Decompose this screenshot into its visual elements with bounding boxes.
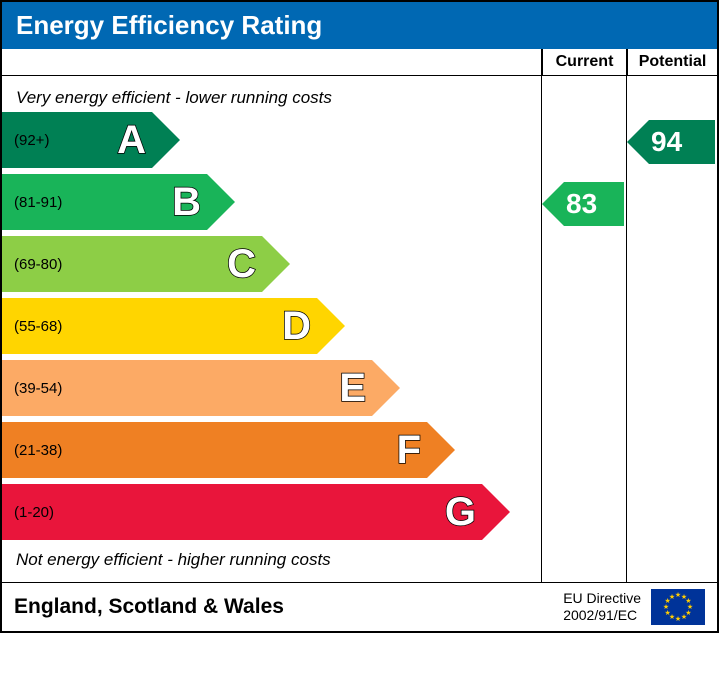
- directive-line1: EU Directive: [563, 590, 641, 607]
- band-letter-g: G: [445, 490, 476, 535]
- eu-star-icon: ★: [675, 615, 681, 623]
- band-arrow-c: [262, 236, 290, 292]
- band-range-b: (81-91): [14, 194, 62, 211]
- region-label: England, Scotland & Wales: [14, 595, 284, 619]
- band-range-f: (21-38): [14, 442, 62, 459]
- footer: England, Scotland & Wales EU Directive 2…: [2, 582, 717, 631]
- band-arrow-b: [207, 174, 235, 230]
- band-row-c: (69-80) C: [2, 236, 541, 292]
- band-bar-a: (92+) A: [2, 112, 152, 168]
- potential-score-cell: 94: [627, 76, 717, 582]
- band-letter-d: D: [282, 304, 311, 349]
- header-current: Current: [542, 49, 627, 76]
- potential-pointer-arrow: [627, 120, 649, 164]
- band-range-a: (92+): [14, 132, 49, 149]
- caption-top: Very energy efficient - lower running co…: [2, 84, 541, 112]
- band-bar-c: (69-80) C: [2, 236, 262, 292]
- band-bar-b: (81-91) B: [2, 174, 207, 230]
- potential-pointer: 94: [649, 120, 715, 164]
- band-arrow-d: [317, 298, 345, 354]
- bars-area: (92+) A (81-91) B (69-80) C (55-68) D (39-54) E (2…: [2, 112, 541, 540]
- band-range-d: (55-68): [14, 318, 62, 335]
- band-arrow-a: [152, 112, 180, 168]
- band-row-a: (92+) A: [2, 112, 541, 168]
- header-blank: [2, 49, 542, 76]
- current-pointer: 83: [564, 182, 624, 226]
- band-row-b: (81-91) B: [2, 174, 541, 230]
- potential-score-value: 94: [651, 126, 682, 158]
- band-letter-c: C: [227, 242, 256, 287]
- band-range-g: (1-20): [14, 504, 54, 521]
- band-row-g: (1-20) G: [2, 484, 541, 540]
- directive-block: EU Directive 2002/91/EC ★★★★★★★★★★★★: [563, 589, 705, 625]
- band-arrow-g: [482, 484, 510, 540]
- band-bar-e: (39-54) E: [2, 360, 372, 416]
- band-letter-b: B: [172, 180, 201, 225]
- caption-bottom: Not energy efficient - higher running co…: [2, 546, 541, 574]
- epc-chart: Energy Efficiency Rating Current Potenti…: [0, 0, 719, 633]
- band-arrow-e: [372, 360, 400, 416]
- band-bar-f: (21-38) F: [2, 422, 427, 478]
- header-potential: Potential: [627, 49, 717, 76]
- grid: Current Potential Very energy efficient …: [2, 49, 717, 582]
- band-range-c: (69-80): [14, 256, 62, 273]
- band-letter-a: A: [117, 118, 146, 163]
- directive-line2: 2002/91/EC: [563, 607, 641, 624]
- band-row-d: (55-68) D: [2, 298, 541, 354]
- directive-text: EU Directive 2002/91/EC: [563, 590, 641, 624]
- title: Energy Efficiency Rating: [2, 2, 717, 49]
- eu-flag-icon: ★★★★★★★★★★★★: [651, 589, 705, 625]
- eu-star-icon: ★: [669, 593, 675, 601]
- band-bar-d: (55-68) D: [2, 298, 317, 354]
- band-arrow-f: [427, 422, 455, 478]
- band-range-e: (39-54): [14, 380, 62, 397]
- band-letter-f: F: [397, 428, 421, 473]
- eu-star-icon: ★: [681, 613, 687, 621]
- band-letter-e: E: [339, 366, 366, 411]
- current-pointer-arrow: [542, 182, 564, 226]
- band-row-e: (39-54) E: [2, 360, 541, 416]
- bands-cell: Very energy efficient - lower running co…: [2, 76, 542, 582]
- band-row-f: (21-38) F: [2, 422, 541, 478]
- band-bar-g: (1-20) G: [2, 484, 482, 540]
- current-score-value: 83: [566, 188, 597, 220]
- current-score-cell: 83: [542, 76, 627, 582]
